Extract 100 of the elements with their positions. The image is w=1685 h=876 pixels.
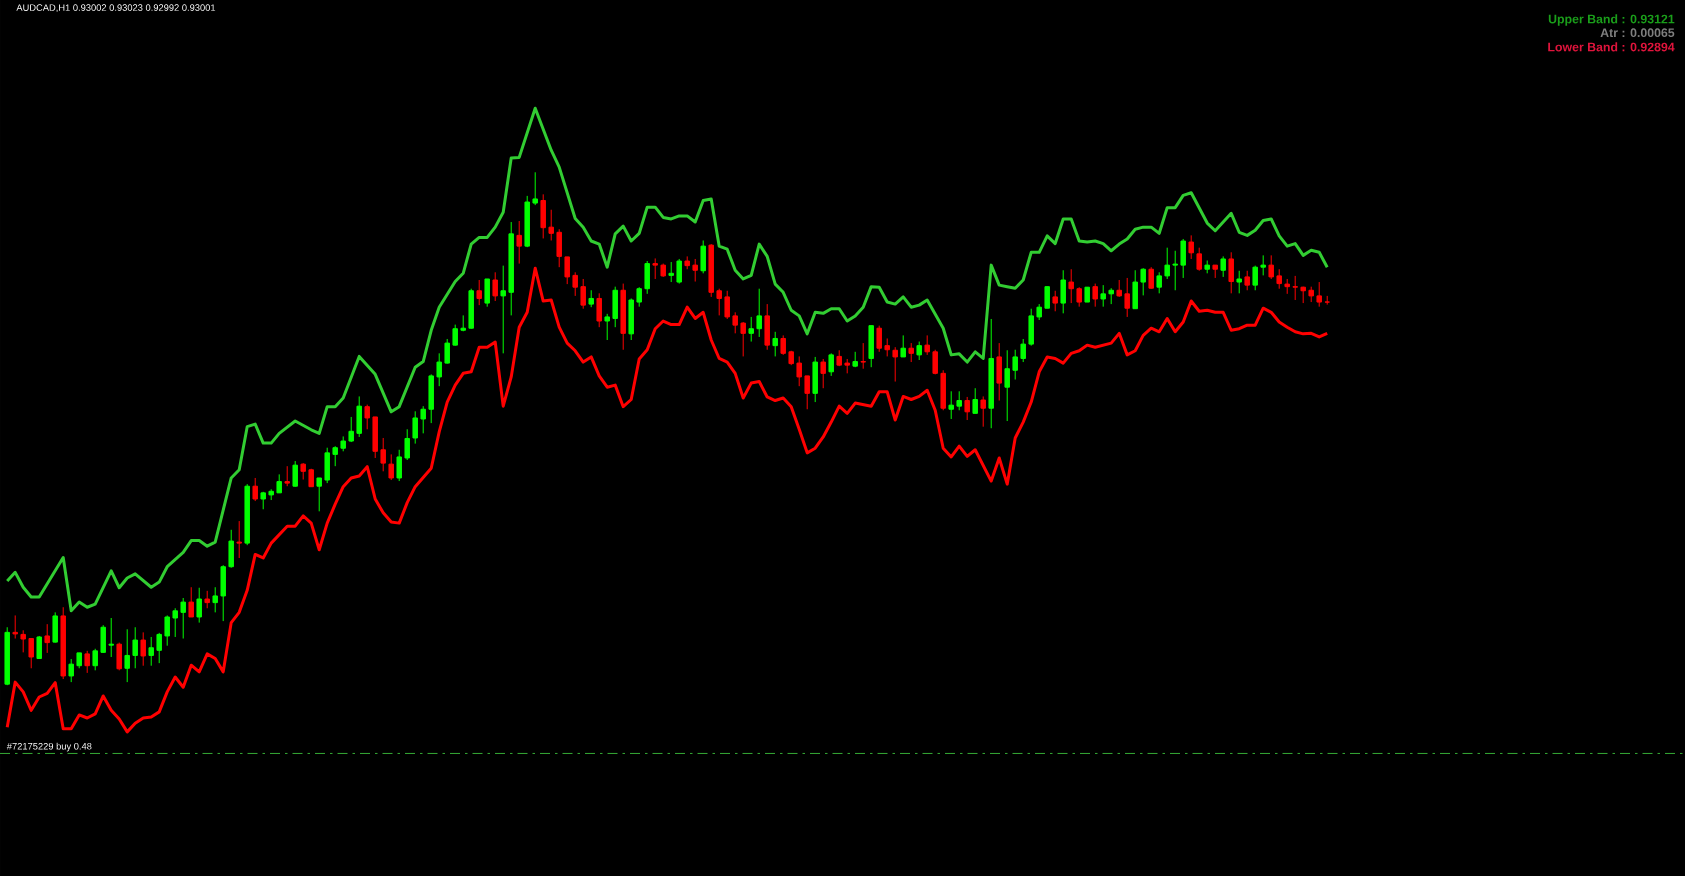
candlestick [820, 358, 826, 389]
candlestick [572, 271, 578, 297]
candlestick [1252, 265, 1258, 291]
candlestick [84, 650, 90, 674]
candlestick [44, 623, 50, 654]
candlestick [276, 473, 282, 494]
candlestick [1012, 349, 1018, 380]
candlestick [500, 265, 506, 354]
candlestick [916, 341, 922, 361]
candlestick [124, 628, 130, 683]
candlestick [196, 587, 202, 624]
text: Upper Band : 0.93121 [1548, 14, 1675, 26]
candlestick [140, 631, 146, 667]
candlestick [396, 449, 402, 482]
candlestick [1052, 290, 1058, 312]
candlestick [20, 629, 26, 653]
candlestick [212, 586, 218, 613]
candlestick [932, 349, 938, 375]
candlestick [348, 416, 354, 443]
candlestick [732, 311, 738, 334]
candlestick [596, 292, 602, 328]
candlestick [156, 632, 162, 664]
candlestick [292, 460, 298, 488]
candlestick [1092, 283, 1098, 308]
candlestick [188, 586, 194, 618]
candlestick [1004, 349, 1010, 422]
candlestick [492, 271, 498, 302]
candlestick [756, 288, 762, 338]
candlestick [108, 617, 114, 658]
candlestick [1236, 270, 1242, 294]
candlestick [252, 477, 258, 502]
candlestick [1316, 281, 1322, 308]
candlestick [956, 390, 962, 411]
candlestick [1020, 338, 1026, 363]
candlestick [444, 338, 450, 365]
candlestick [1156, 271, 1162, 294]
candlestick [892, 346, 898, 383]
candlestick [1044, 286, 1050, 309]
candlestick [860, 342, 866, 370]
candlestick [1060, 269, 1066, 314]
candlestick [476, 279, 482, 306]
candlestick [796, 355, 802, 387]
candlestick [1148, 266, 1154, 290]
candlestick [332, 445, 338, 467]
candlestick [180, 597, 186, 640]
candlestick [1124, 277, 1130, 318]
candlestick [1260, 254, 1266, 276]
candlestick [364, 404, 370, 430]
candlestick [1068, 268, 1074, 304]
candlestick [388, 453, 394, 481]
candlestick [420, 405, 426, 434]
candlestick [580, 278, 586, 310]
candlestick [1140, 267, 1146, 296]
candlestick [1220, 255, 1226, 278]
candlestick [516, 220, 522, 265]
candlestick [652, 257, 658, 280]
candlestick [148, 636, 154, 667]
candlestick [876, 325, 882, 353]
candlestick [1172, 250, 1178, 291]
candlestick [828, 352, 834, 377]
text: Lower Band : 0.92894 [1548, 42, 1675, 52]
candlestick [1076, 286, 1082, 308]
candlestick [772, 331, 778, 357]
candlestick [1196, 247, 1202, 272]
candlestick [1244, 270, 1250, 291]
candlestick [436, 352, 442, 387]
candlestick [380, 437, 386, 472]
candlestick [1100, 284, 1106, 308]
candlestick [68, 658, 74, 683]
candlestick [1276, 268, 1282, 290]
chart-title: AUDCAD,H1 0.93002 0.93023 0.92992 0.93001 [16, 4, 216, 13]
candlestick [548, 209, 554, 241]
candlestick [724, 290, 730, 320]
candlestick [972, 387, 978, 414]
candlestick [28, 638, 34, 669]
candlestick [132, 626, 138, 669]
candlestick [1268, 254, 1274, 280]
candlestick [908, 342, 914, 363]
candlestick [1188, 234, 1194, 260]
candlestick [564, 256, 570, 285]
candlestick [172, 607, 178, 638]
candlestick [604, 313, 610, 341]
candlestick [1292, 275, 1298, 301]
candlestick [780, 334, 786, 356]
candlestick [12, 614, 18, 640]
candlestick [532, 171, 538, 206]
candlestick [924, 334, 930, 356]
candlestick [404, 428, 410, 461]
candlestick [740, 321, 746, 357]
candlestick [92, 648, 98, 671]
candlestick [1228, 251, 1234, 294]
candlestick [452, 324, 458, 347]
candlestick [316, 477, 322, 512]
candlestick [636, 286, 642, 308]
candlestick [692, 258, 698, 283]
candlestick [900, 334, 906, 358]
candlestick [236, 520, 242, 559]
candlestick [1164, 247, 1170, 280]
candlestick [164, 614, 170, 647]
candlestick [284, 465, 290, 487]
